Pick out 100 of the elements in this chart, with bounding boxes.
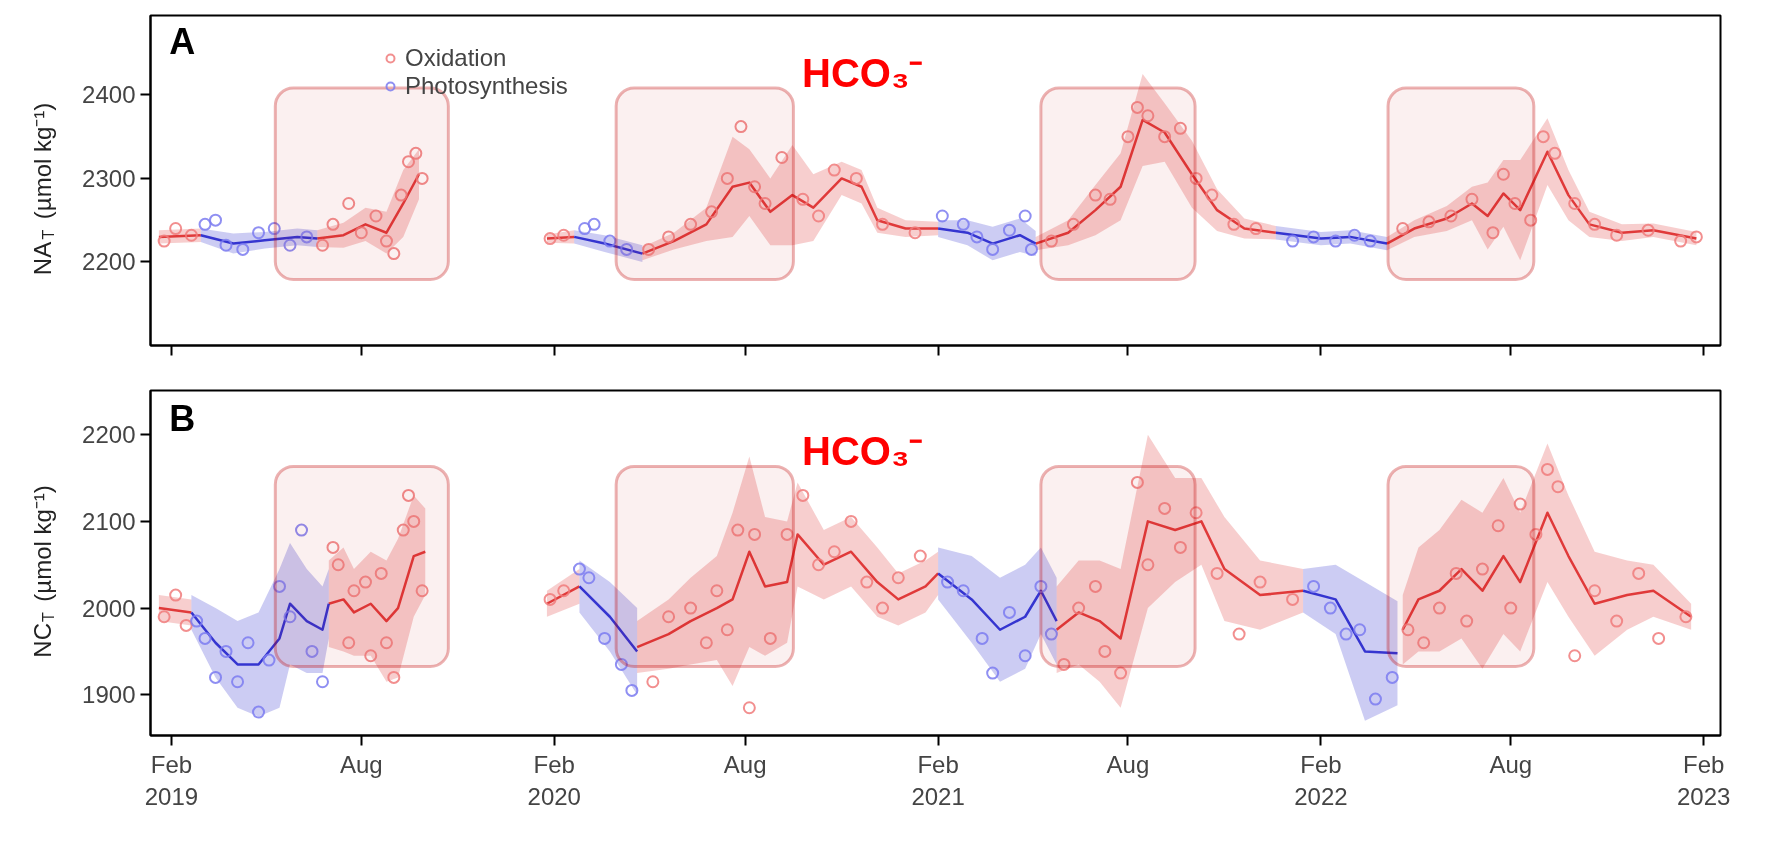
point [1524, 213, 1538, 227]
point [1034, 579, 1048, 593]
point [572, 562, 586, 576]
point [1368, 692, 1382, 706]
point [1066, 217, 1080, 231]
point [543, 232, 557, 246]
chart-title: B [169, 397, 196, 439]
point [283, 238, 297, 252]
point [1465, 192, 1479, 206]
y-tick-label: 2400 [82, 81, 136, 109]
point [986, 242, 1000, 256]
point [184, 228, 198, 242]
point [1536, 130, 1550, 144]
point [1227, 217, 1241, 231]
point [316, 675, 329, 689]
x-tick-label: Aug [339, 750, 383, 778]
point [326, 217, 340, 231]
point [198, 217, 212, 231]
point [734, 120, 748, 134]
point [578, 222, 592, 236]
point [775, 151, 789, 165]
point [316, 238, 329, 252]
x-tick-label: Feb 2022 [1294, 750, 1348, 810]
point [1018, 209, 1032, 223]
point [1323, 601, 1337, 615]
point [409, 146, 423, 160]
point [1286, 234, 1300, 248]
x-tick-label: Feb 2020 [527, 750, 581, 810]
point [209, 670, 223, 684]
point [1385, 670, 1399, 684]
point [1173, 121, 1187, 135]
point [908, 226, 922, 240]
point [1158, 130, 1172, 144]
point [283, 610, 297, 624]
point [1307, 230, 1321, 244]
point [1548, 146, 1562, 160]
point [231, 675, 245, 689]
y-tick-label: 2200 [82, 421, 136, 449]
point [402, 155, 415, 169]
annotation: HCO₃⁻ [802, 50, 924, 95]
point [1610, 228, 1624, 242]
point [1307, 579, 1321, 593]
point [1422, 215, 1436, 229]
point [1363, 234, 1377, 248]
point [157, 234, 171, 248]
point [720, 171, 734, 185]
y-axis-title: NCT (µmol kg⁻¹) [29, 485, 57, 658]
annotation: HCO₃⁻ [802, 429, 924, 474]
point [849, 171, 863, 185]
y-tick-label: 2300 [82, 164, 136, 192]
y-axis-title: NAT (µmol kg⁻¹) [29, 102, 57, 276]
point [758, 196, 772, 210]
point [1496, 167, 1510, 181]
point [1353, 623, 1367, 637]
x-tick-label: Aug [723, 750, 767, 778]
point [394, 188, 408, 202]
point [1205, 188, 1219, 202]
point [1249, 222, 1263, 236]
point [190, 614, 204, 628]
x-tick-label: Aug [1489, 750, 1533, 778]
x-tick-label: Feb 2019 [144, 750, 199, 810]
point [1339, 627, 1353, 641]
point [1189, 171, 1203, 185]
point [1121, 130, 1135, 144]
point [1396, 222, 1410, 236]
x-tick-label: Feb 2021 [911, 750, 965, 810]
point [1486, 226, 1500, 240]
y-tick-label: 2200 [82, 248, 136, 276]
y-tick-label: 2100 [82, 507, 136, 535]
point [1674, 234, 1688, 248]
point [342, 196, 356, 210]
point [1508, 196, 1522, 210]
point [300, 230, 314, 244]
point [642, 242, 656, 256]
point [387, 247, 401, 261]
point [1329, 234, 1343, 248]
point [625, 683, 639, 697]
point [262, 653, 276, 667]
point [1641, 223, 1655, 237]
point [1002, 605, 1016, 619]
point [796, 192, 810, 206]
legend-label: Photosynthesis [405, 72, 568, 100]
point [236, 242, 250, 256]
point [603, 234, 617, 248]
point [970, 230, 984, 244]
chart-title: A [169, 20, 196, 62]
point [557, 228, 571, 242]
point [1044, 627, 1058, 641]
legend-label: Oxidation [405, 44, 507, 72]
point [1024, 242, 1038, 256]
point [684, 217, 698, 231]
point [1018, 649, 1032, 663]
point [1588, 217, 1602, 231]
point [1444, 209, 1458, 223]
point [379, 234, 393, 248]
point [209, 213, 223, 227]
point [295, 523, 309, 537]
point [986, 666, 1000, 680]
point [241, 636, 255, 650]
point [1044, 234, 1058, 248]
